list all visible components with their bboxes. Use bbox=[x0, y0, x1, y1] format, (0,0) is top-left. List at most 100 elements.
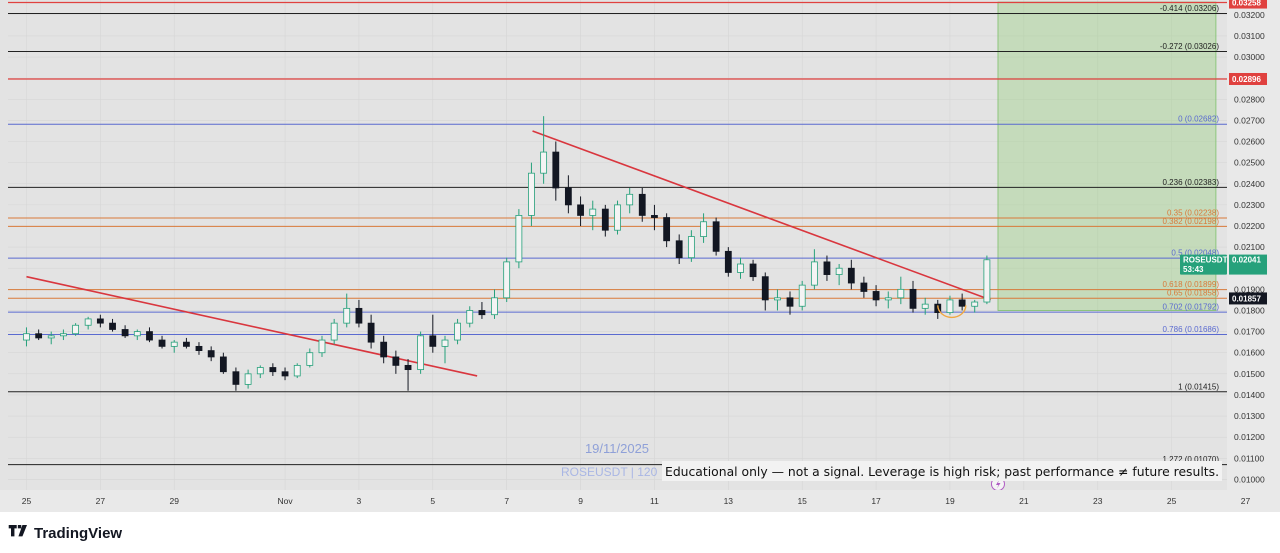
candle-body bbox=[417, 335, 425, 371]
date-tick-label: 21 bbox=[1019, 496, 1029, 506]
candle-body bbox=[195, 345, 203, 352]
fib-level-label: 0.702 (0.01792) bbox=[1163, 303, 1220, 312]
candle-body bbox=[121, 329, 129, 337]
candle-body bbox=[96, 318, 104, 324]
price-badge bbox=[1229, 0, 1267, 9]
candle-body bbox=[515, 215, 523, 263]
fib-level-label: 0.35 (0.02238) bbox=[1167, 208, 1219, 217]
trendline bbox=[26, 275, 478, 377]
candle-body bbox=[638, 193, 646, 216]
candle-body bbox=[404, 364, 412, 371]
candle-body bbox=[293, 364, 301, 377]
candle-body bbox=[47, 335, 55, 339]
candle-body bbox=[491, 297, 498, 316]
date-tick-label: 27 bbox=[96, 496, 106, 506]
fib-level-label: 0.65 (0.01858) bbox=[1167, 289, 1219, 298]
candle-body bbox=[687, 236, 695, 259]
candle-body bbox=[724, 250, 732, 273]
time-axis[interactable]: 25 27 29 Nov 3 5 7 9 11 13 15 17 19 21 23 25 27 bbox=[0, 490, 1280, 512]
candle-body bbox=[761, 276, 769, 301]
price-tick-label: 0.02500 bbox=[1234, 158, 1265, 168]
candle-body bbox=[552, 151, 560, 189]
breakout-highlight-arc bbox=[937, 305, 967, 319]
candle-body bbox=[232, 371, 240, 385]
tradingview-logo[interactable]: TradingView bbox=[8, 522, 122, 544]
candle-body bbox=[774, 297, 781, 301]
price-tick-label: 0.01400 bbox=[1234, 390, 1265, 400]
fib-level-label: 0.236 (0.02383) bbox=[1163, 178, 1220, 187]
price-tick-label: 0.01700 bbox=[1234, 327, 1265, 337]
disclaimer-text: Educational only — not a signal. Leverag… bbox=[665, 464, 1219, 479]
watermark-date: 19/11/2025 bbox=[585, 441, 649, 456]
candle-body bbox=[958, 299, 966, 307]
candle-body bbox=[183, 341, 190, 347]
trendline bbox=[532, 130, 991, 301]
trendlines[interactable] bbox=[26, 130, 991, 377]
price-tick-label: 0.02600 bbox=[1234, 137, 1265, 147]
lightning-glyph bbox=[995, 480, 1001, 489]
candle-body bbox=[601, 208, 609, 231]
date-tick-label: Nov bbox=[277, 496, 293, 506]
candle-body bbox=[737, 263, 744, 273]
candle-body bbox=[577, 204, 584, 216]
candle-body bbox=[281, 371, 289, 377]
candle-body bbox=[244, 373, 252, 385]
candle-body bbox=[614, 204, 621, 231]
candle-body bbox=[367, 322, 375, 343]
candle-body bbox=[847, 267, 855, 284]
candle-body bbox=[60, 333, 67, 337]
price-badge-label: 0.01857 bbox=[1232, 294, 1261, 303]
date-tick-label: 25 bbox=[1167, 496, 1177, 506]
footer: TradingView bbox=[0, 512, 1280, 553]
date-tick-label: 17 bbox=[871, 496, 881, 506]
candle-body bbox=[429, 335, 437, 347]
price-badge bbox=[1229, 72, 1267, 85]
date-tick-label: 25 bbox=[22, 496, 32, 506]
candle-body bbox=[343, 307, 351, 324]
candle-body bbox=[663, 217, 671, 242]
price-badge bbox=[1229, 292, 1267, 305]
target-zone[interactable] bbox=[997, 1, 1217, 311]
price-tick-label: 0.03200 bbox=[1234, 10, 1265, 20]
candle-body bbox=[983, 259, 991, 303]
price-chart[interactable]: -0.414 (0.03206) -0.272 (0.03026) 0 (0.026… bbox=[0, 0, 1280, 512]
candle-body bbox=[306, 352, 314, 366]
candle-body bbox=[133, 331, 141, 337]
candle-body bbox=[749, 263, 757, 278]
tradingview-logo-icon bbox=[8, 525, 27, 537]
candle-body bbox=[675, 240, 683, 259]
price-badge-label: 0.02896 bbox=[1232, 75, 1261, 84]
date-tick-label: 13 bbox=[724, 496, 734, 506]
candle-body bbox=[810, 261, 818, 286]
fib-levels: -0.414 (0.03206) -0.272 (0.03026) 0 (0.026… bbox=[8, 1, 1227, 466]
price-tick-label: 0.01900 bbox=[1234, 284, 1265, 294]
date-tick-label: 11 bbox=[650, 496, 659, 506]
candle-body bbox=[318, 339, 326, 354]
candle-body bbox=[823, 261, 831, 275]
price-tick-label: 0.03100 bbox=[1234, 31, 1265, 41]
candle-body bbox=[35, 333, 43, 339]
watermark: 19/11/2025 ROSEUSDT | 120 bbox=[561, 441, 658, 479]
price-tick-label: 0.01800 bbox=[1234, 305, 1265, 315]
candle-body bbox=[786, 297, 794, 307]
candle-body bbox=[700, 221, 707, 237]
candle-body bbox=[712, 221, 720, 252]
candle-body bbox=[626, 193, 634, 206]
candle-body bbox=[528, 172, 535, 216]
price-tick-label: 0.02700 bbox=[1234, 115, 1265, 125]
current-symbol-tag bbox=[1180, 254, 1227, 275]
chart-area[interactable]: -0.414 (0.03206) -0.272 (0.03026) 0 (0.026… bbox=[0, 0, 1280, 512]
candle-body bbox=[219, 356, 227, 373]
candle-body bbox=[946, 299, 954, 313]
price-tick-label: 0.03000 bbox=[1234, 52, 1265, 62]
date-tick-label: 19 bbox=[945, 496, 955, 506]
date-tick-label: 15 bbox=[797, 496, 807, 506]
candle-body bbox=[146, 331, 153, 341]
price-tick-label: 0.01000 bbox=[1234, 474, 1265, 484]
candle-body bbox=[540, 151, 548, 174]
countdown-label: 53:43 bbox=[1183, 265, 1204, 274]
candle-body bbox=[392, 356, 400, 366]
fib-level-label: 1 (0.01415) bbox=[1178, 382, 1219, 391]
watermark-symbol: ROSEUSDT | 120 bbox=[561, 465, 658, 479]
date-tick-label: 27 bbox=[1241, 496, 1251, 506]
